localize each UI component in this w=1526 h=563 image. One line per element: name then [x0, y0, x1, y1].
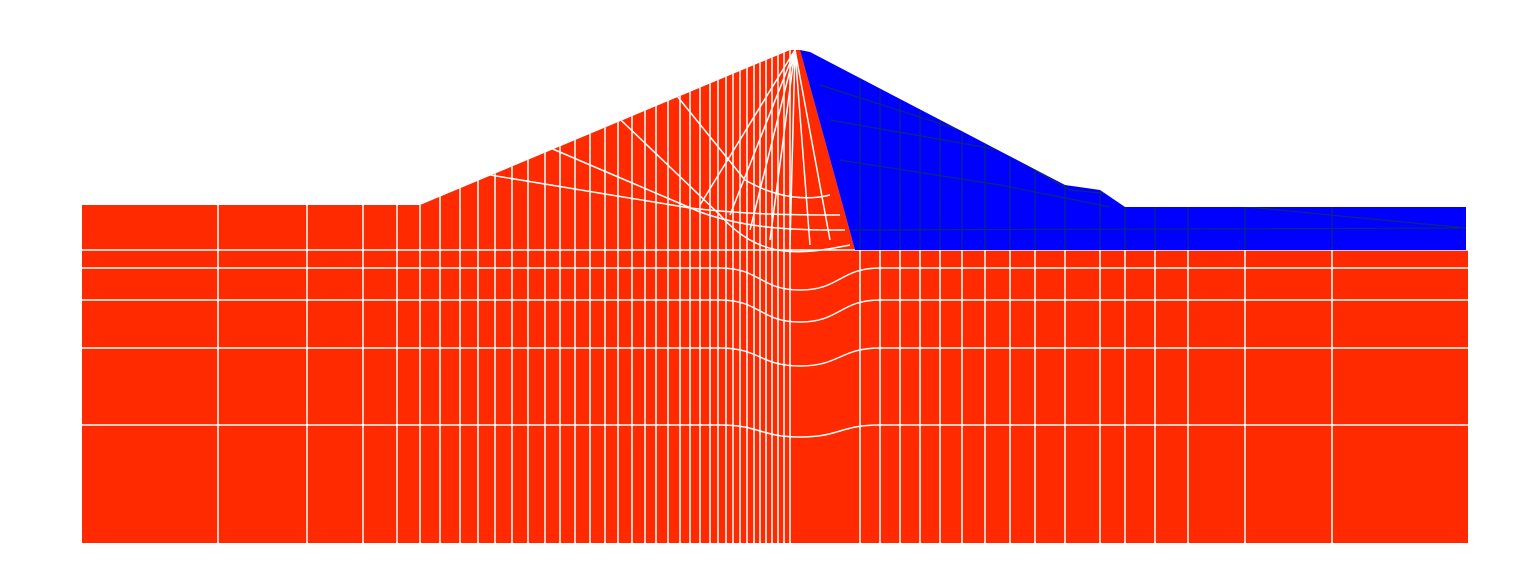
fan-mesh-lines — [459, 50, 851, 253]
red-mesh — [82, 50, 1468, 543]
red-region — [82, 50, 1468, 543]
blue-region — [800, 50, 1466, 250]
vertical-mesh-lines — [217, 50, 1333, 543]
